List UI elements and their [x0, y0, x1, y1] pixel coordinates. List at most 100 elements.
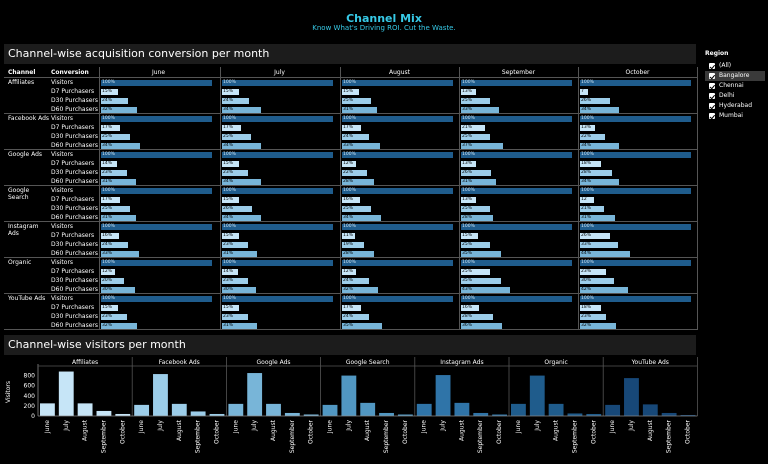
bar-value-label: 36%	[462, 323, 473, 328]
bar-value-label: 23%	[102, 170, 113, 175]
grid-line	[99, 67, 100, 330]
bar-value-label: 25%	[343, 206, 354, 211]
conversion-bar	[580, 260, 691, 266]
conversion-bar	[461, 89, 476, 95]
conversion-bar	[222, 98, 250, 104]
channel-label: Affiliates	[8, 79, 35, 86]
conversion-bar	[222, 296, 333, 302]
legend-item-delhi[interactable]: Delhi	[705, 91, 765, 101]
bar-value-label: 100%	[102, 116, 115, 121]
conversion-bar	[101, 233, 120, 239]
x-tick-label: August	[270, 419, 277, 441]
checkbox-icon[interactable]	[709, 73, 715, 79]
checkbox-icon[interactable]	[709, 93, 715, 99]
conversion-bar	[342, 242, 364, 248]
conversion-label: D30 Purchasers	[51, 133, 99, 140]
checkbox-icon[interactable]	[709, 83, 715, 89]
x-tick-label: September	[383, 419, 390, 453]
conversion-bar	[101, 242, 129, 248]
bar-value-label: 100%	[581, 260, 594, 265]
bar-value-label: 100%	[223, 80, 236, 85]
conversion-bar	[342, 134, 370, 140]
x-tick-label: July	[345, 420, 352, 432]
conversion-label: D60 Purchasers	[51, 178, 99, 185]
conversion-bar	[222, 260, 333, 266]
conversion-bar	[222, 206, 252, 212]
conversion-bar	[342, 125, 362, 131]
x-tick-label: June	[327, 420, 334, 434]
conversion-bar	[101, 116, 212, 122]
conversion-label: D7 Purchasers	[51, 160, 95, 167]
conversion-bar	[461, 260, 572, 266]
y-tick-label: 200	[24, 403, 36, 410]
bar-value-label: 28%	[462, 314, 473, 319]
conversion-bar	[101, 98, 129, 104]
legend-item-all[interactable]: (All)	[705, 61, 765, 71]
bar-value-label: 14%	[223, 269, 234, 274]
conversion-bar	[101, 107, 138, 113]
conversion-label: D60 Purchasers	[51, 250, 99, 257]
bar-value-label: 13%	[581, 125, 592, 130]
bar-value-label: 100%	[462, 224, 475, 229]
visitors-bar	[209, 413, 225, 416]
legend-item-hyderabad[interactable]: Hyderabad	[705, 101, 765, 111]
conversion-bar	[461, 161, 476, 167]
conversion-label: D60 Purchasers	[51, 322, 99, 329]
conversion-bar	[101, 278, 124, 284]
conversion-bar	[222, 152, 333, 158]
month-header: June	[151, 69, 166, 76]
legend-item-bangalore[interactable]: Bangalore	[705, 71, 765, 81]
bar-value-label: 100%	[223, 152, 236, 157]
conversion-bar	[580, 107, 619, 113]
conversion-bar	[342, 143, 380, 149]
visitors-chart: Visitors 0 200 400 600 800 Affiliates June July A…	[5, 357, 698, 453]
visitors-bar	[529, 375, 545, 416]
conversion-bar	[101, 125, 121, 131]
conversion-bar	[101, 152, 212, 158]
legend-item-mumbai[interactable]: Mumbai	[705, 111, 765, 121]
conversion-bar	[580, 143, 619, 149]
channel-label: Facebook Ads	[8, 115, 50, 122]
checkbox-icon[interactable]	[709, 113, 715, 119]
bar-value-label: 15%	[343, 89, 354, 94]
x-tick-label: July	[251, 420, 258, 432]
conversion-bar	[342, 116, 453, 122]
channel-label: Instagram Ads	[8, 223, 39, 237]
bar-value-label: 22%	[343, 170, 354, 175]
conversion-label: D60 Purchasers	[51, 142, 99, 149]
conversion-bar	[461, 98, 490, 104]
bar-value-label: 100%	[343, 152, 356, 157]
conversion-bar	[101, 206, 130, 212]
x-tick-label: July	[157, 420, 164, 432]
visitors-bar	[511, 403, 526, 416]
conversion-label: D7 Purchasers	[51, 268, 95, 275]
conversion-label: Visitors	[51, 151, 74, 158]
visitors-bar	[642, 404, 658, 416]
conversion-bar	[461, 242, 490, 248]
grid-line	[4, 329, 697, 330]
checkbox-icon[interactable]	[709, 63, 715, 69]
bar-value-label: 15%	[223, 161, 234, 166]
visitors-bar	[624, 378, 639, 416]
grid-line	[4, 257, 697, 258]
bar-value-label: 31%	[223, 323, 234, 328]
conversion-bar	[580, 206, 604, 212]
checkbox-icon[interactable]	[709, 103, 715, 109]
visitors-bar	[435, 375, 451, 416]
visitors-bar	[171, 403, 187, 416]
conversion-bar	[222, 161, 240, 167]
bar-value-label: 17%	[102, 125, 113, 130]
conversion-bar	[101, 215, 137, 221]
x-tick-label: July	[440, 420, 447, 432]
bar-value-label: 37%	[462, 143, 473, 148]
bar-value-label: 25%	[462, 206, 473, 211]
conversion-bar	[342, 278, 370, 284]
bar-value-label: 100%	[102, 80, 115, 85]
bar-value-label: 12%	[343, 161, 354, 166]
bar-value-label: 32%	[581, 323, 592, 328]
conversion-bar	[461, 80, 572, 86]
y-tick-label: 400	[24, 393, 36, 400]
legend-title: Region	[705, 50, 729, 57]
legend-item-chennai[interactable]: Chennai	[705, 81, 765, 91]
conversion-bar	[580, 287, 628, 293]
